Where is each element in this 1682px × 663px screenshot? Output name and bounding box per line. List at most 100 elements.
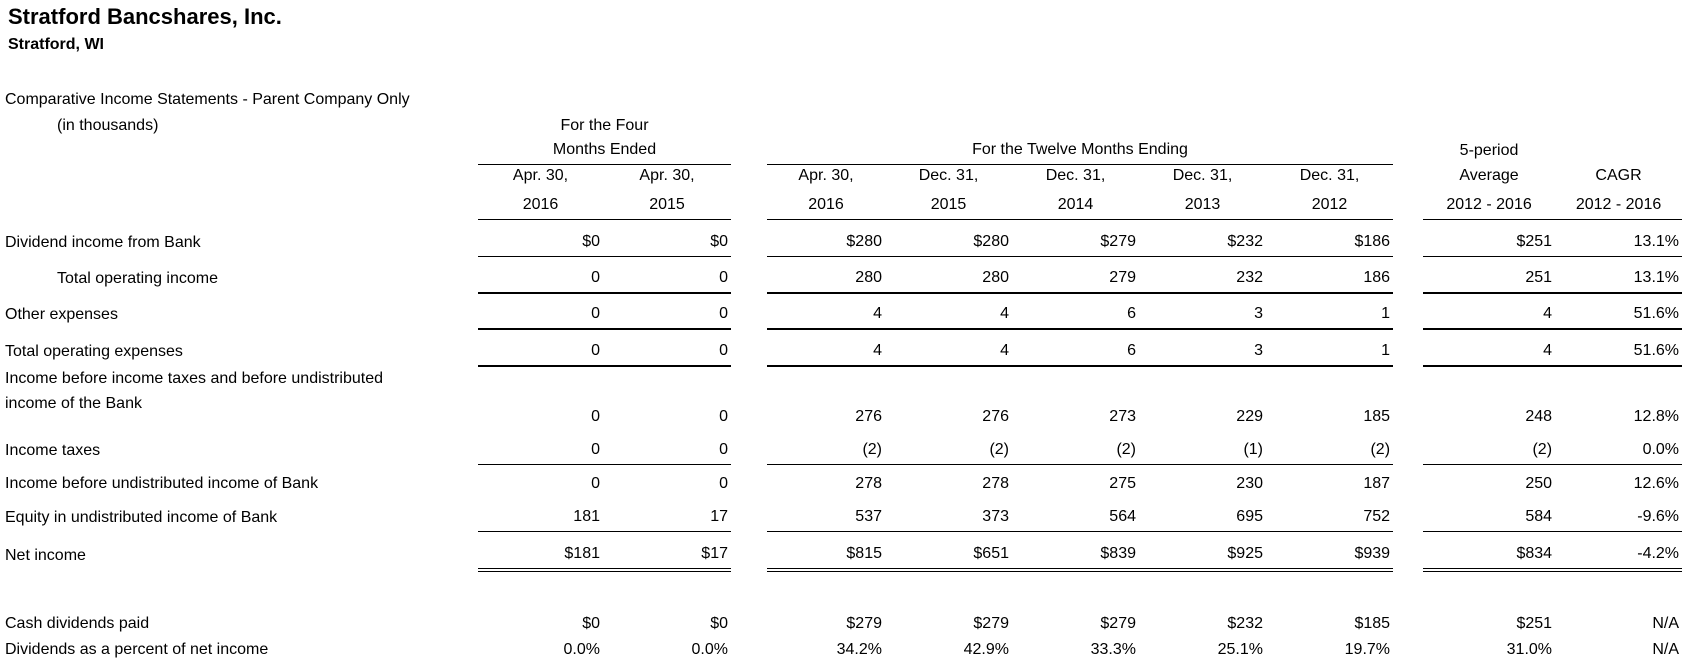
cell-value: 0.0% [691, 640, 728, 658]
cell-value: 4 [767, 328, 885, 367]
table-row: Equity in undistributed income of Bank 18… [0, 497, 1682, 532]
cell-value: 273 [1109, 407, 1136, 425]
column-gap [1393, 532, 1423, 570]
column-header-date: Dec. 31, [1172, 166, 1233, 184]
column-gap [1393, 610, 1423, 638]
cell-value: 1 [1266, 328, 1394, 367]
cell-value: $279 [1012, 219, 1139, 257]
cell-value: (2) [885, 430, 1012, 465]
cell-value: $651 [885, 531, 1012, 572]
table-row: Other expenses 0 0 4 4 6 3 1 4 51.6% [0, 292, 1682, 330]
header-row-years: 2016 2015 2016 2015 2014 2013 2012 2012 … [0, 189, 1682, 220]
column-gap [731, 638, 767, 663]
cell-value: 276 [855, 407, 882, 425]
cell-value: N/A [1652, 614, 1680, 632]
cell-value: 0 [603, 430, 731, 465]
cell-value: 42.9% [963, 640, 1009, 658]
cell-value: $232 [1227, 614, 1263, 632]
cell-value: $839 [1012, 531, 1139, 572]
column-gap [731, 114, 767, 140]
cell-value: $279 [1100, 614, 1136, 632]
cell-value: 278 [982, 474, 1009, 492]
cell-value: 3 [1139, 328, 1266, 367]
cell-value: 0 [719, 407, 728, 425]
cell-value: $939 [1266, 531, 1394, 572]
cell-value: $251 [1516, 614, 1553, 632]
table-row: Net income $181 $17 $815 $651 $839 $925 $939 $83… [0, 531, 1682, 572]
spacer-cell [0, 570, 1682, 610]
cell-value: 13.1% [1555, 256, 1682, 294]
cell-value: $279 [846, 614, 882, 632]
column-header-date: Apr. 30, [512, 166, 569, 184]
cell-value: 0 [719, 474, 728, 492]
cell-value: 33.3% [1090, 640, 1136, 658]
group-header-four-months: For the Four [560, 117, 649, 134]
cell-value: $834 [1423, 531, 1556, 572]
cell-value: (2) [1266, 430, 1394, 465]
column-gap [1393, 257, 1423, 293]
cell-value: 4 [1423, 292, 1556, 330]
units-note: (in thousands) [57, 117, 159, 134]
cell-value: 280 [767, 256, 885, 294]
cell-value: 229 [1236, 407, 1263, 425]
column-gap [1393, 220, 1423, 257]
cell-value: (2) [1012, 430, 1139, 465]
column-gap [1393, 638, 1423, 663]
cell-value: 584 [1423, 497, 1556, 532]
header-row-group-line2: Months Ended For the Twelve Months Endin… [0, 140, 1682, 165]
cell-value: 6 [1012, 328, 1139, 367]
cell-value: 752 [1266, 497, 1394, 532]
table-row: Income before undistributed income of Ba… [0, 465, 1682, 498]
cell-value: 373 [885, 497, 1012, 532]
cell-value: $0 [710, 614, 728, 632]
column-gap [1393, 190, 1423, 220]
column-gap [731, 293, 767, 329]
column-gap [731, 165, 767, 190]
table-row: Dividends as a percent of net income 0.0%… [0, 638, 1682, 663]
column-header-year: 2015 [885, 189, 1012, 220]
group-header-twelve-months: For the Twelve Months Ending [767, 140, 1394, 165]
group-header-four-months-ended: Months Ended [478, 140, 731, 165]
cell-value: 12.8% [1633, 407, 1680, 425]
column-header-year: 2012 [1266, 189, 1394, 220]
row-label: Income before income taxes and before un… [5, 369, 384, 412]
column-header-date: Dec. 31, [918, 166, 979, 184]
cell-value: 230 [1236, 474, 1263, 492]
row-label: Equity in undistributed income of Bank [5, 508, 278, 526]
cell-value: 17 [603, 497, 731, 532]
table-row: Dividend income from Bank $0 $0 $280 $280 $27… [0, 219, 1682, 257]
cell-value: $815 [767, 531, 885, 572]
row-label: Total operating expenses [5, 342, 183, 360]
cell-value: $232 [1139, 219, 1266, 257]
cell-value: 695 [1139, 497, 1266, 532]
row-label: Dividend income from Bank [5, 233, 201, 251]
cell-value: 12.6% [1633, 474, 1680, 492]
cell-value: 280 [885, 256, 1012, 294]
company-location: Stratford, WI [8, 36, 104, 53]
cell-value: 0 [591, 407, 600, 425]
column-gap [1393, 498, 1423, 532]
column-header-year: 2015 [603, 189, 731, 220]
column-gap [1393, 329, 1423, 366]
cell-value: $17 [603, 531, 731, 572]
cell-value: 0 [591, 474, 600, 492]
column-header-year: 2014 [1012, 189, 1139, 220]
row-label: Total operating income [57, 269, 218, 287]
column-header-year: 2016 [767, 189, 885, 220]
cell-value: -4.2% [1555, 531, 1682, 572]
cell-value: 186 [1266, 256, 1394, 294]
cell-value: -9.6% [1555, 497, 1682, 532]
cell-value: $251 [1423, 219, 1556, 257]
column-gap [1393, 293, 1423, 329]
column-header-year-range: 2012 - 2016 [1423, 189, 1556, 220]
column-gap [1393, 165, 1423, 190]
row-label: Dividends as a percent of net income [5, 640, 269, 658]
cell-value: 19.7% [1344, 640, 1391, 658]
column-header-date: Dec. 31, [1045, 166, 1106, 184]
column-gap [1393, 140, 1423, 165]
column-gap [731, 465, 767, 498]
cell-value: $0 [582, 614, 600, 632]
cell-value: 4 [885, 328, 1012, 367]
column-gap [731, 329, 767, 366]
